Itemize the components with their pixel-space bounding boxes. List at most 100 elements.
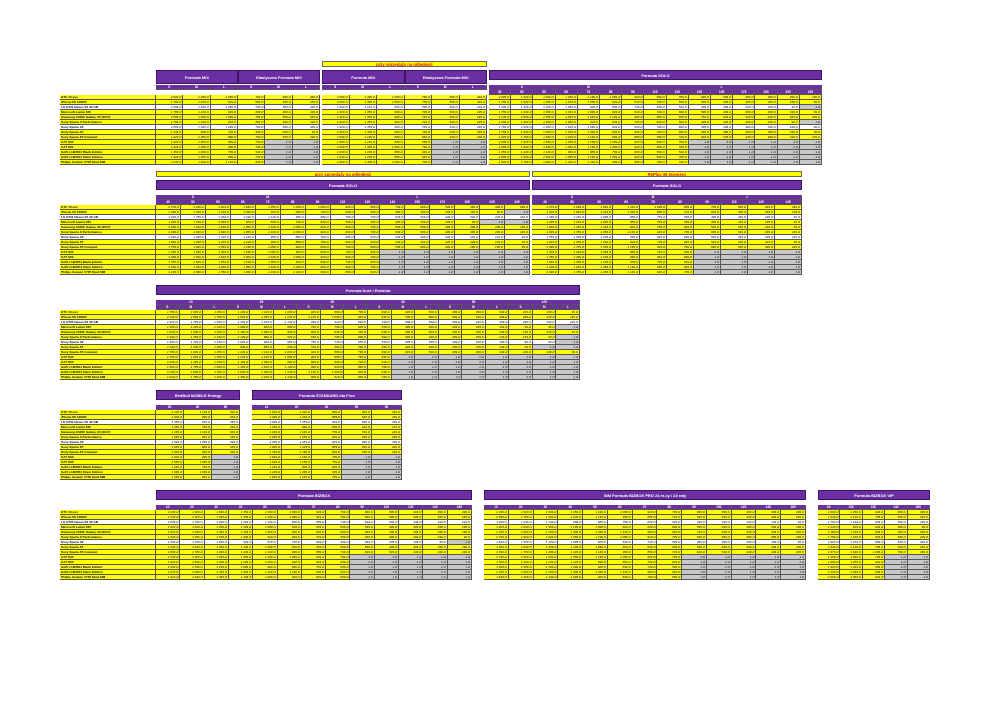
price-cell: 349 zł — [455, 215, 481, 220]
price-cell: 1 099 zł — [277, 555, 302, 560]
price-cell: 199 zł — [777, 125, 800, 130]
price-cell: 2 099 zł — [156, 460, 184, 465]
price-cell: 199 zł — [423, 535, 448, 540]
price-cell: 1 zł — [721, 265, 748, 270]
price-cell: 449 zł — [756, 530, 782, 535]
price-cell: 929 zł — [632, 510, 658, 515]
device-name: Microsoft Lumia 535 — [60, 220, 156, 225]
redbull-plan-header: 60 — [212, 405, 240, 410]
price-cell: 649 zł — [330, 210, 356, 215]
price-cell: 1 zł — [885, 575, 908, 580]
price-cell: 1 zł — [350, 570, 375, 575]
price-cell: 649 zł — [885, 540, 908, 545]
price-cell: 1 149 zł — [840, 545, 863, 550]
price-cell: 1 249 zł — [255, 270, 281, 275]
price-cell: 1 zł — [799, 120, 822, 125]
price-cell: 1 zł — [380, 255, 406, 260]
price-cell: 249 zł — [292, 100, 320, 105]
price-cell: 499 zł — [415, 330, 439, 335]
price-cell: 1 149 zł — [253, 550, 278, 555]
price-cell: 1 199 zł — [228, 575, 254, 580]
price-cell: 929 zł — [862, 560, 886, 565]
price-cell: 699 zł — [667, 235, 694, 240]
price-cell: 2 239 zł — [252, 470, 282, 475]
price-cell: 1 zł — [430, 250, 456, 255]
solo-top-plan-header: 75 — [577, 90, 600, 95]
price-cell: 1 929 zł — [205, 205, 231, 210]
price-cell: 249 zł — [748, 240, 775, 245]
price-cell: 889 zł — [862, 565, 886, 570]
price-cell: 1 099 zł — [228, 535, 254, 540]
device-name: CAT S60 — [60, 460, 156, 465]
price-cell: 1 499 zł — [205, 215, 231, 220]
price-cell: 699 zł — [368, 310, 392, 315]
price-cell: 299 zł — [777, 95, 800, 100]
price-cell: 1 649 zł — [511, 100, 534, 105]
price-cell: 799 zł — [305, 240, 331, 245]
price-cell: 1 249 zł — [559, 220, 586, 225]
price-cell: 399 zł — [372, 440, 402, 445]
price-cell: 799 zł — [640, 260, 667, 265]
price-cell: 1 789 zł — [180, 550, 205, 555]
price-cell: 349 zł — [438, 325, 463, 330]
price-cell: 749 zł — [238, 145, 266, 150]
price-cell: 1 249 zł — [818, 525, 841, 530]
sim-bizbox-plan-header: 100 — [706, 505, 732, 510]
price-cell: 1 789 zł — [532, 235, 559, 240]
price-cell: 499 zł — [380, 210, 406, 215]
price-cell: 499 zł — [706, 545, 732, 550]
mix-left-band-header: M — [265, 85, 293, 90]
price-cell: 1 zł — [459, 140, 487, 145]
price-cell: 349 zł — [423, 520, 448, 525]
price-cell: 1 zł — [430, 260, 456, 265]
price-cell: 2 239 zł — [484, 510, 509, 515]
device-name: CAT S60 — [60, 145, 156, 150]
price-cell: 929 zł — [583, 565, 608, 570]
price-cell: 1 649 zł — [226, 315, 251, 320]
price-cell: 849 zł — [326, 570, 351, 575]
price-cell: 1 zł — [781, 565, 806, 570]
price-cell: 599 zł — [404, 140, 432, 145]
price-cell: 449 zł — [755, 115, 778, 120]
sim-bizbox-plan-header: 10 — [484, 505, 509, 510]
price-cell: 849 zł — [862, 530, 886, 535]
price-cell: 1 099 zł — [184, 460, 212, 465]
price-cell: 599 zł — [644, 150, 667, 155]
price-cell: 649 zł — [721, 205, 748, 210]
price-cell: 1 149 zł — [613, 270, 640, 275]
price-cell: 299 zł — [447, 510, 472, 515]
price-cell: 1 499 zł — [183, 125, 211, 130]
price-cell: 1 359 zł — [204, 530, 229, 535]
price-cell: 1 099 zł — [255, 260, 281, 265]
device-name: Sony Xperia X Performance — [60, 120, 156, 125]
device-name: Sony Xperia XZ — [60, 340, 156, 345]
price-cell: 929 zł — [320, 375, 345, 380]
price-cell: 1 359 zł — [586, 230, 613, 235]
price-cell: 1 149 zł — [250, 310, 274, 315]
price-cell: 849 zł — [600, 105, 623, 110]
price-cell: 399 zł — [462, 350, 486, 355]
price-cell: 1 359 zł — [204, 525, 229, 530]
price-cell: 799 zł — [404, 160, 432, 165]
price-cell: 599 zł — [212, 440, 240, 445]
price-cell: 349 zł — [706, 520, 732, 525]
price-cell: 1 099 zł — [210, 105, 238, 110]
price-cell: 99 zł — [799, 110, 822, 115]
price-cell: 2 239 zł — [484, 535, 509, 540]
price-cell: 999 zł — [632, 530, 658, 535]
price-cell: 1 359 zł — [228, 515, 254, 520]
solo-remote-plan-header: 95 — [305, 200, 331, 205]
price-cell: 1 149 zł — [607, 570, 633, 575]
price-cell: 799 zł — [640, 225, 667, 230]
redbull-plan-header: 20 — [156, 405, 184, 410]
price-cell: 1 359 zł — [252, 425, 282, 430]
price-cell: 929 zł — [210, 110, 238, 115]
price-cell: 1 zł — [688, 145, 711, 150]
price-cell: 799 zł — [330, 215, 356, 220]
price-cell: 1 099 zł — [377, 100, 405, 105]
price-cell: 1 zł — [342, 470, 372, 475]
price-cell: 1 zł — [415, 355, 439, 360]
price-cell: 399 zł — [711, 120, 734, 125]
price-cell: 499 zł — [374, 530, 400, 535]
price-cell: 699 zł — [380, 225, 406, 230]
